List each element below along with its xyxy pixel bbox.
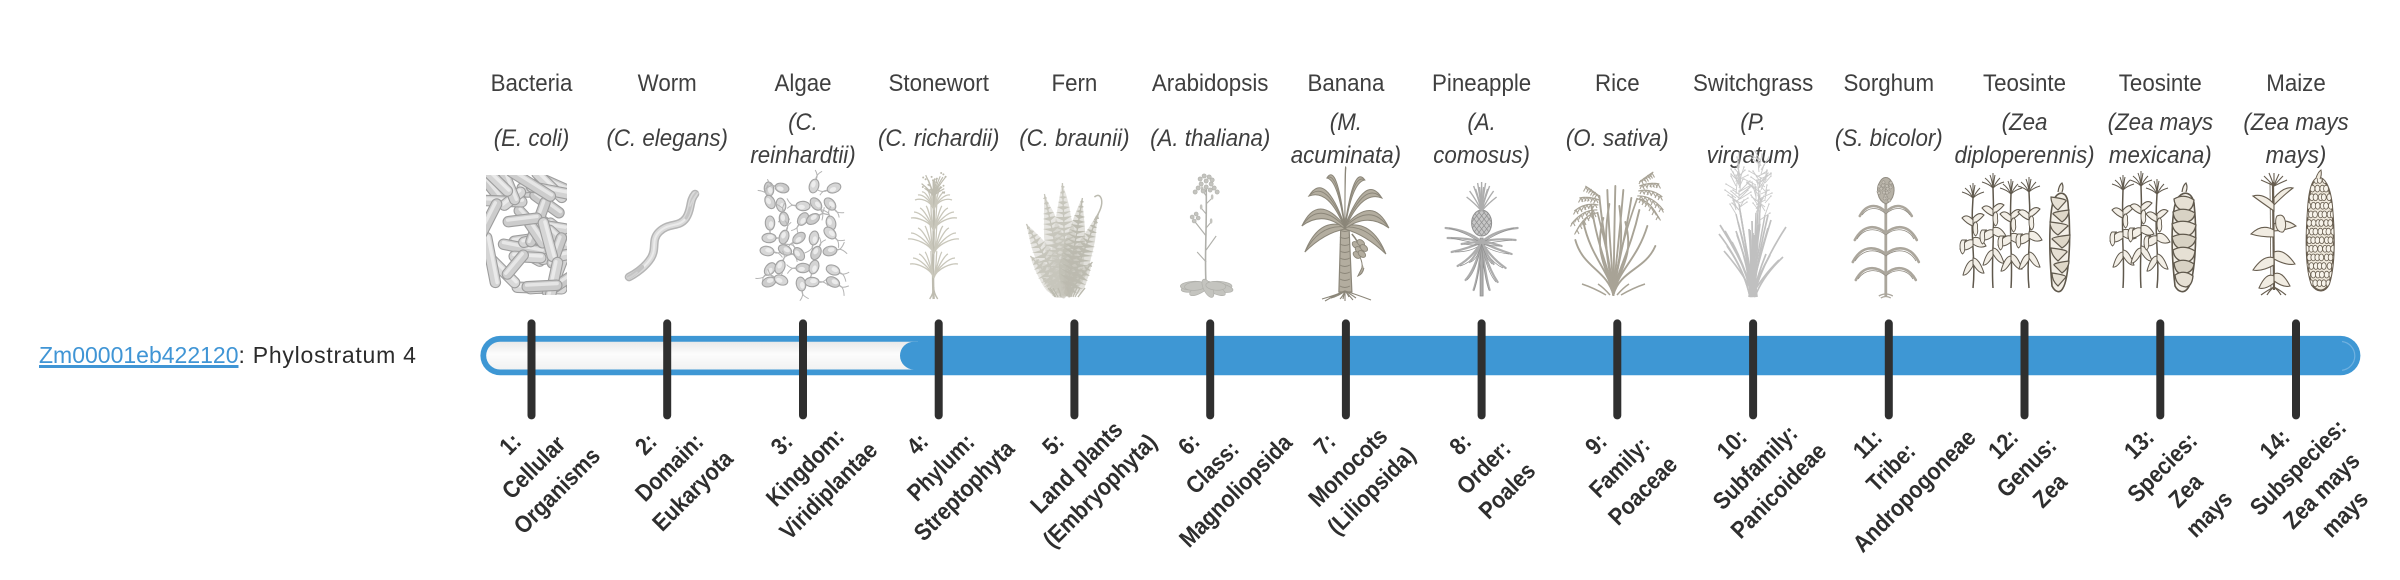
svg-text:Fern: Fern	[1051, 69, 1097, 96]
svg-text:mexicana): mexicana)	[2109, 141, 2212, 168]
svg-text:14:Subspecies:Zea maysmays: 14:Subspecies:Zea maysmays	[2221, 391, 2398, 568]
svg-text:(Zea: (Zea	[2002, 108, 2048, 135]
svg-text:(C.: (C.	[788, 108, 818, 135]
svg-text:(A.: (A.	[1467, 108, 1496, 135]
svg-text:(C. braunii): (C. braunii)	[1019, 124, 1129, 151]
svg-text:Arabidopsis: Arabidopsis	[1152, 69, 1269, 96]
svg-text:(M.: (M.	[1330, 108, 1362, 135]
svg-text:Sorghum: Sorghum	[1844, 69, 1935, 96]
svg-text:(Zea mays: (Zea mays	[2243, 108, 2349, 135]
svg-text:(S. bicolor): (S. bicolor)	[1835, 124, 1943, 151]
svg-text:(C. elegans): (C. elegans)	[606, 124, 727, 151]
svg-text:9:Family:Poaceae: 9:Family:Poaceae	[1556, 404, 1682, 530]
svg-text:Switchgrass: Switchgrass	[1693, 69, 1813, 96]
svg-text:8:Order:Poales: 8:Order:Poales	[1427, 411, 1541, 525]
svg-text:virgatum): virgatum)	[1707, 141, 1800, 168]
svg-text:(O. sativa): (O. sativa)	[1566, 124, 1669, 151]
svg-text:Banana: Banana	[1307, 69, 1384, 96]
svg-text:Algae: Algae	[774, 69, 831, 96]
svg-text:acuminata): acuminata)	[1291, 141, 1401, 168]
svg-text:Pineapple: Pineapple	[1432, 69, 1531, 96]
svg-text:Rice: Rice	[1595, 69, 1640, 96]
svg-text:(Zea mays: (Zea mays	[2108, 108, 2214, 135]
svg-text:mays): mays)	[2266, 141, 2327, 168]
svg-text:Stonewort: Stonewort	[888, 69, 989, 96]
svg-text:13:Species:Zeamays: 13:Species:Zeamays	[2099, 404, 2249, 554]
svg-text:2:Domain:Eukaryota: 2:Domain:Eukaryota	[601, 398, 739, 536]
svg-text:12:Genus:Zea: 12:Genus:Zea	[1968, 409, 2085, 526]
svg-text:Worm: Worm	[638, 69, 697, 96]
svg-text:Bacteria: Bacteria	[491, 69, 573, 96]
svg-text:(E. coli): (E. coli)	[494, 124, 570, 151]
svg-text:(C. richardii): (C. richardii)	[878, 124, 999, 151]
svg-text:comosus): comosus)	[1433, 141, 1530, 168]
svg-text:Teosinte: Teosinte	[1983, 69, 2066, 96]
svg-text:reinhardtii): reinhardtii)	[750, 141, 855, 168]
svg-text:(P.: (P.	[1740, 108, 1766, 135]
svg-text:(A. thaliana): (A. thaliana)	[1150, 124, 1270, 151]
svg-text:Maize: Maize	[2266, 69, 2326, 96]
svg-text:diploperennis): diploperennis)	[1954, 141, 2094, 168]
svg-text:Teosinte: Teosinte	[2119, 69, 2202, 96]
